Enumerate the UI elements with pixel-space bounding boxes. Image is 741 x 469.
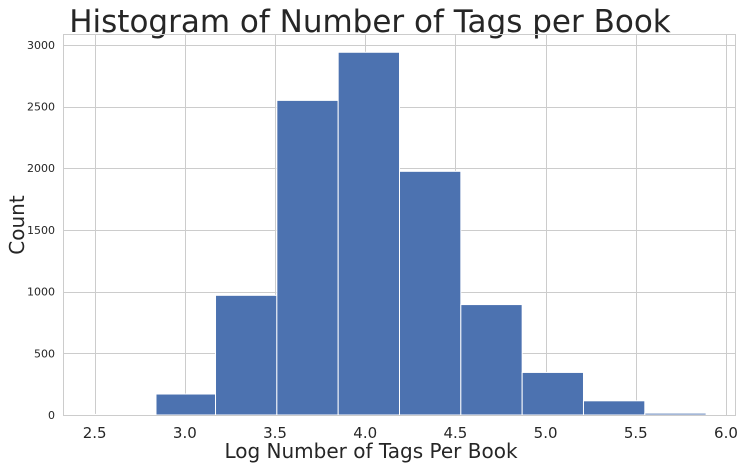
histogram-bar-6 — [460, 304, 523, 416]
y-axis-label: Count — [5, 195, 29, 255]
x-tick-label: 3.5 — [263, 424, 287, 442]
x-tick-label: 4.0 — [353, 424, 377, 442]
y-tick-label: 500 — [34, 347, 55, 360]
y-tick-label: 2500 — [27, 101, 55, 114]
x-axis-label: Log Number of Tags Per Book — [224, 439, 517, 463]
x-tick-label: 3.0 — [173, 424, 197, 442]
histogram-bar-5 — [399, 170, 462, 416]
y-tick-label: 0 — [48, 409, 55, 422]
histogram-bar-0 — [94, 413, 157, 416]
histogram-bar-2 — [215, 294, 278, 416]
x-tick-label: 6.0 — [714, 424, 738, 442]
x-tick-label: 5.0 — [534, 424, 558, 442]
x-tick-label: 5.5 — [624, 424, 648, 442]
y-tick-label: 3000 — [27, 39, 55, 52]
ticks-layer: 2.5 3.0 3.5 4.0 4.5 5.0 5.5 6.0 0 500 1000 1500 2000… — [27, 39, 738, 442]
y-tick-label: 2000 — [27, 162, 55, 175]
y-tick-label: 1000 — [27, 286, 55, 299]
histogram-bar-8 — [582, 400, 646, 416]
y-tick-label: 1500 — [27, 224, 55, 237]
bars-layer — [94, 51, 707, 416]
histogram-bar-3 — [276, 99, 339, 416]
histogram-bar-4 — [337, 51, 401, 416]
x-tick-label: 4.5 — [443, 424, 467, 442]
histogram-bar-9 — [644, 412, 707, 416]
plot-frame — [63, 34, 736, 416]
histogram-bar-1 — [155, 393, 217, 416]
x-tick-label: 2.5 — [83, 424, 107, 442]
histogram-bar-7 — [521, 371, 584, 416]
